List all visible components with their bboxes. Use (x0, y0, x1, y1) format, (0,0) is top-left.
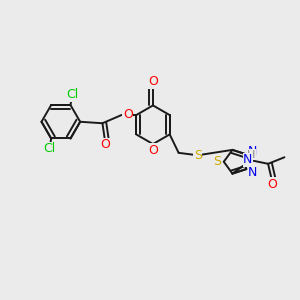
Text: O: O (123, 108, 133, 121)
Text: Cl: Cl (66, 88, 78, 101)
Text: S: S (194, 149, 202, 162)
Text: N: N (243, 153, 253, 166)
Text: O: O (148, 75, 158, 88)
Text: H: H (247, 150, 256, 160)
Text: S: S (213, 155, 221, 168)
Text: O: O (267, 178, 277, 191)
Text: S: S (213, 154, 221, 168)
Text: N: N (248, 166, 258, 178)
Text: O: O (100, 138, 110, 152)
Text: N: N (248, 145, 258, 158)
Text: O: O (148, 144, 158, 157)
Text: Cl: Cl (44, 142, 56, 155)
